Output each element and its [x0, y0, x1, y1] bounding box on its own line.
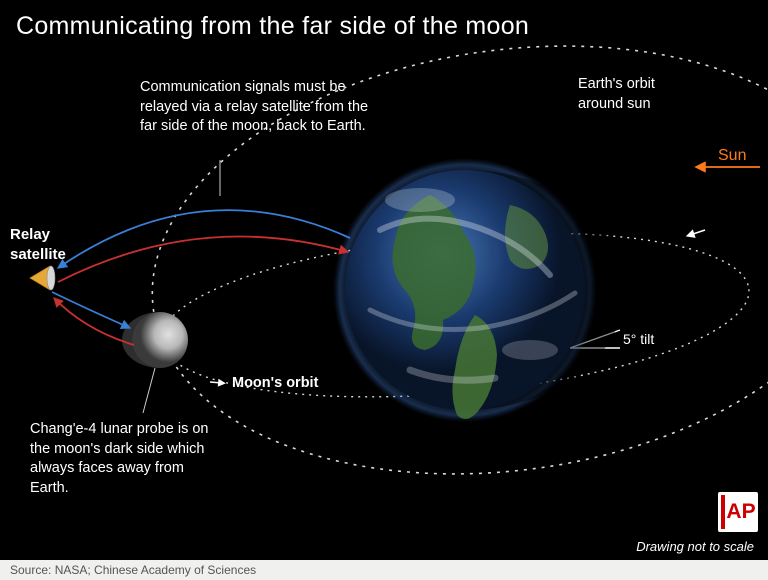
label-sun: Sun: [718, 145, 746, 167]
annotation-relay-desc: Communication signals must be relayed vi…: [140, 78, 385, 137]
moon: [122, 312, 188, 368]
signal-sat-to-moon: [52, 292, 130, 328]
signal-moon-to-sat: [54, 298, 134, 345]
earth-orbit-arrow: [690, 230, 705, 235]
label-relay-satellite: Relay satellite: [10, 225, 90, 266]
signal-sat-to-earth: [58, 237, 348, 282]
leader-probe-desc: [143, 368, 155, 413]
relay-satellite: [30, 266, 55, 290]
label-moon-orbit: Moon's orbit: [232, 374, 318, 394]
ap-logo: AP: [718, 492, 758, 532]
earth: [333, 158, 625, 422]
source-footer: Source: NASA; Chinese Academy of Science…: [0, 560, 768, 580]
moon-orbit-arrow: [210, 382, 222, 383]
label-tilt: 5° tilt: [623, 330, 654, 349]
annotation-probe-desc: Chang'e-4 lunar probe is on the moon's d…: [30, 420, 220, 498]
diagram-canvas: Communicating from the far side of the m…: [0, 0, 768, 560]
scale-note: Drawing not to scale: [636, 539, 754, 554]
label-earth-orbit: Earth's orbit around sun: [578, 75, 698, 114]
